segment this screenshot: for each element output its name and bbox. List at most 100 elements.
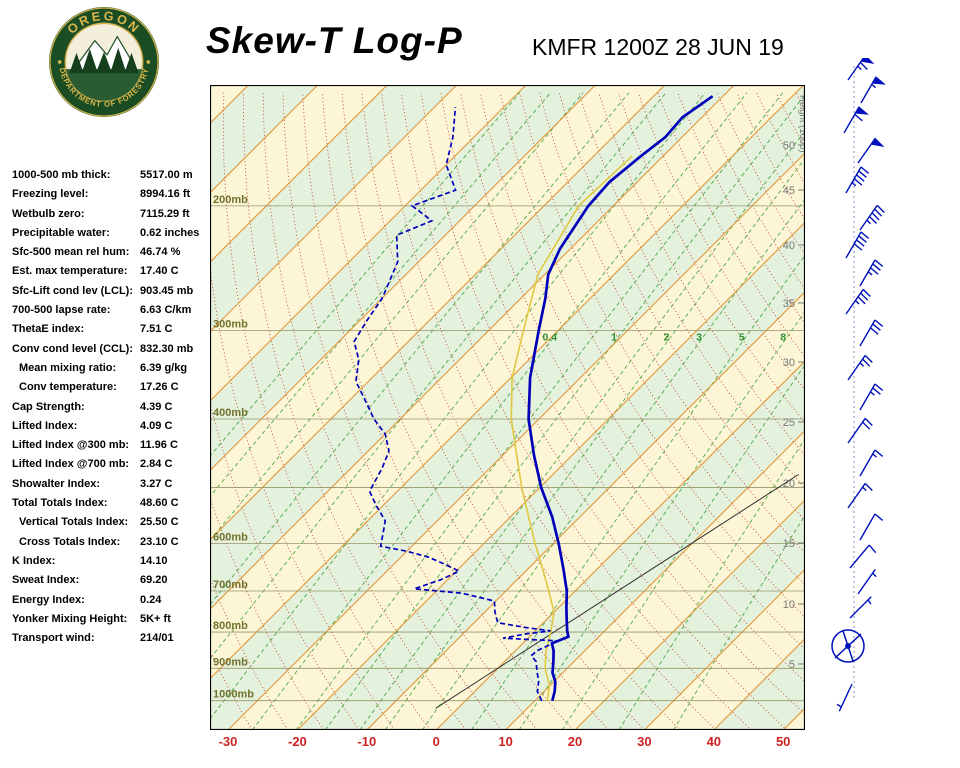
height-tick-label: 10 [783, 599, 795, 611]
height-tick-label: 30 [783, 357, 795, 369]
isotherm [210, 85, 457, 333]
station-datetime: KMFR 1200Z 28 JUN 19 [532, 34, 784, 60]
index-value: 5K+ ft [140, 612, 171, 625]
mixing-ratio-line [210, 92, 584, 541]
pressure-label: 800mb [213, 620, 248, 632]
dry-adiabat [440, 92, 805, 715]
index-row: Vertical Totals Index: 25.50 C [12, 514, 212, 533]
mixing-ratio-line [210, 92, 667, 660]
index-value: 14.10 [140, 554, 168, 567]
dry-adiabat [578, 92, 805, 489]
index-label: 700-500 lapse rate: [12, 304, 111, 317]
index-label: Cap Strength: [12, 400, 85, 413]
index-value: 6.39 g/kg [140, 361, 188, 374]
index-value: 46.74 % [140, 246, 181, 259]
index-row: Showalter Index: 3.27 C [12, 476, 212, 495]
x-tick-label: 20 [567, 734, 583, 749]
trees-icon [69, 47, 139, 74]
isotherm [297, 221, 805, 730]
index-label: Showalter Index: [12, 477, 101, 490]
index-value: 4.39 C [140, 400, 173, 413]
x-tick-label: 0 [432, 734, 440, 749]
mixing-ratio-label: 5 [739, 332, 745, 344]
x-tick-label: 30 [637, 734, 652, 749]
index-value: 0.24 [140, 593, 162, 606]
index-value: 48.60 C [140, 497, 179, 510]
pressure-label: 300mb [213, 319, 248, 331]
index-label: Sweat Index: [12, 574, 80, 587]
mixing-ratio-label: 1 [611, 332, 617, 344]
wind-barb [859, 383, 884, 411]
index-row: K Index: 14.10 [12, 553, 212, 572]
mixing-ratio-line [561, 364, 805, 730]
dry-adiabat [322, 92, 609, 730]
height-tick-label: 25 [783, 417, 795, 429]
height-tick-label: 45 [783, 185, 795, 197]
index-label: Precipitable water: [12, 226, 110, 239]
isotherm [505, 429, 805, 730]
index-label: K Index: [12, 554, 56, 567]
dry-adiabat [598, 92, 805, 457]
index-label: Wetbulb zero: [12, 207, 85, 220]
mixing-ratio-line [518, 310, 805, 730]
mixing-ratio-line [210, 92, 521, 457]
isotherm [435, 360, 805, 730]
height-tick-label: 15 [783, 538, 795, 550]
wind-barb [843, 106, 869, 134]
wind-barb [847, 58, 875, 81]
calm-wind-symbol [831, 629, 865, 663]
wind-barb [849, 596, 872, 619]
wind-barb [836, 683, 853, 712]
index-value: 7.51 C [140, 323, 173, 336]
dry-adiabat [243, 92, 467, 730]
mixing-ratio-line [210, 92, 630, 606]
index-label: Conv cond level (CCL): [12, 342, 134, 355]
index-row: Lifted Index @700 mb: 2.84 C [12, 456, 212, 475]
wind-barb [847, 417, 873, 444]
index-value: 214/01 [140, 632, 174, 645]
wind-barb [845, 288, 871, 315]
wind-barb [859, 513, 884, 541]
skewt-plot: 200mb 300mb 400mb 600mb 700mb 800mb 900mb 1000m… [209, 84, 808, 731]
index-value: 3.27 C [140, 477, 173, 490]
index-label: Lifted Index @700 mb: [12, 458, 130, 471]
isotherm [210, 85, 666, 541]
dry-adiabat [697, 92, 805, 290]
wind-barb [857, 137, 885, 164]
mixing-ratio-labels: 0.4 1 2 3 5 8 [542, 332, 786, 344]
dry-adiabat [341, 92, 645, 730]
isotherm [210, 85, 527, 402]
x-tick-label: 50 [775, 734, 791, 749]
index-value: 6.63 C/km [140, 304, 192, 317]
index-label: ThetaE index: [12, 323, 85, 336]
index-value: 7115.29 ft [140, 207, 190, 220]
index-label: 1000-500 mb thick: [12, 169, 111, 181]
isotherm [210, 85, 735, 610]
wind-barb [849, 544, 877, 569]
isotherm [366, 291, 805, 730]
index-value: 903.45 mb [140, 284, 194, 297]
index-row: Total Totals Index: 48.60 C [12, 495, 212, 514]
index-row: Sfc-500 mean rel hum: 46.74 % [12, 244, 212, 263]
wind-barb [859, 449, 884, 477]
index-label: Lifted Index @300 mb: [12, 439, 130, 452]
index-value: 69.20 [140, 574, 168, 587]
dry-adiabat [302, 92, 574, 730]
temperature-curve [527, 95, 714, 702]
x-tick-label: -20 [287, 734, 307, 749]
dry-adiabat [558, 92, 805, 522]
isotherm [210, 85, 596, 472]
dry-adiabat [499, 92, 805, 618]
pressure-label: 600mb [213, 532, 248, 544]
index-row: Lifted Index @300 mb: 11.96 C [12, 437, 212, 456]
index-label: Yonker Mixing Height: [12, 612, 128, 625]
x-tick-label: 40 [706, 734, 722, 749]
mixing-ratio-label: 0.4 [542, 332, 557, 344]
height-tick-label: 40 [783, 240, 795, 252]
odf-logo: OREGON DEPARTMENT OF FORESTRY [49, 7, 159, 117]
index-label: Est. max temperature: [12, 265, 128, 278]
index-row: Wetbulb zero: 7115.29 ft [12, 206, 212, 225]
index-value: 832.30 mb [140, 342, 194, 355]
mixing-ratio-label: 3 [696, 332, 702, 344]
